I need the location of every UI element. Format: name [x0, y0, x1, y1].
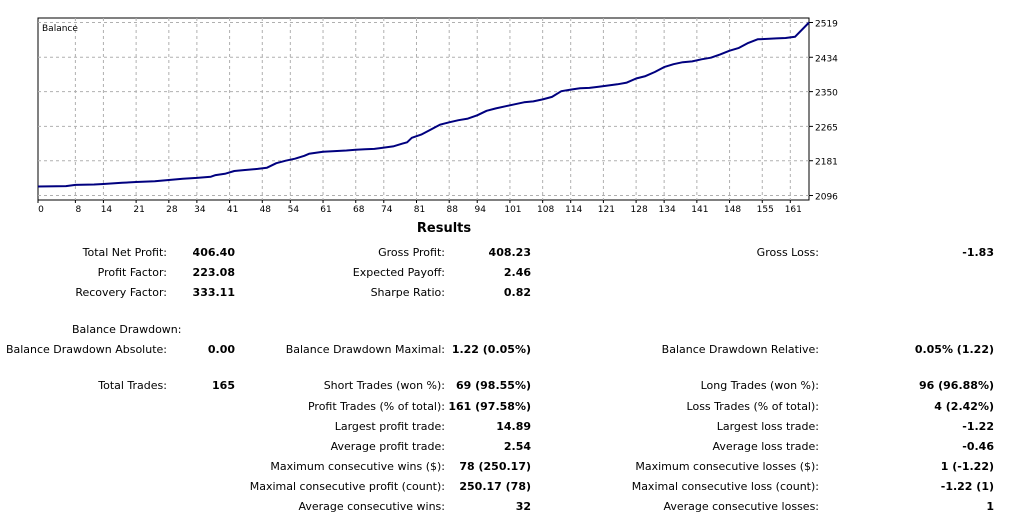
balance-drawdown-maximal-label: Balance Drawdown Maximal:: [285, 343, 445, 356]
expected-payoff-label: Expected Payoff:: [352, 266, 445, 279]
largest-profit-trade-value: 14.89: [496, 420, 531, 433]
balance-drawdown-relative-value: 0.05% (1.22): [914, 343, 994, 356]
x-tick-label: 88: [446, 205, 458, 215]
max-consecutive-wins-value: 78 (250.17): [459, 460, 531, 473]
balance-drawdown-absolute-label: Balance Drawdown Absolute:: [5, 343, 167, 356]
x-tick-label: 101: [504, 205, 521, 215]
x-tick-label: 48: [260, 205, 272, 215]
max-consecutive-losses-value: 1 (-1.22): [940, 460, 994, 473]
maximal-consecutive-loss-value: -1.22 (1): [940, 480, 994, 493]
maximal-consecutive-profit-label: Maximal consecutive profit (count):: [249, 480, 445, 493]
results-title: Results: [416, 221, 472, 236]
long-trades-label: Long Trades (won %):: [700, 379, 819, 392]
average-consecutive-wins-label: Average consecutive wins:: [298, 500, 445, 513]
x-tick-label: 155: [757, 205, 774, 215]
series-group: [37, 21, 810, 188]
profit-factor-label: Profit Factor:: [97, 266, 167, 279]
x-tick-label: 108: [537, 205, 554, 215]
gross-loss-value: -1.83: [962, 246, 994, 259]
x-tick-label: 34: [194, 205, 206, 215]
x-tick-label: 114: [565, 205, 582, 215]
profit-trades-value: 161 (97.58%): [448, 400, 531, 413]
x-tick-label: 81: [414, 205, 425, 215]
max-consecutive-wins-label: Maximum consecutive wins ($):: [270, 460, 445, 473]
total-net-profit-value: 406.40: [192, 246, 235, 259]
balance-drawdown-maximal-value: 1.22 (0.05%): [451, 343, 531, 356]
x-tick-label: 128: [631, 205, 648, 215]
gross-profit-label: Gross Profit:: [378, 246, 445, 259]
average-profit-trade-label: Average profit trade:: [330, 440, 445, 453]
y-tick-label: 2350: [815, 89, 838, 99]
x-axis-ticks: 0 8 14 21 28 34 41 48 54 61 68 74 81 88 94 101 108 114 121…: [37, 200, 802, 215]
x-tick-label: 74: [381, 205, 393, 215]
balance-chart: Balance 0 8 14 21 28 34 41 48 54 61 68 74 81 88 94 101 1…: [37, 17, 838, 215]
loss-trades-label: Loss Trades (% of total):: [686, 400, 819, 413]
largest-profit-trade-label: Largest profit trade:: [334, 420, 445, 433]
x-tick-label: 54: [288, 205, 300, 215]
profit-factor-value: 223.08: [192, 266, 235, 279]
chart-title: Balance: [42, 24, 78, 34]
x-tick-label: 21: [133, 205, 144, 215]
total-trades-label: Total Trades:: [98, 379, 167, 392]
gross-profit-value: 408.23: [488, 246, 531, 259]
average-profit-trade-value: 2.54: [503, 440, 531, 453]
x-tick-label: 8: [76, 205, 82, 215]
balance-line: [37, 21, 810, 188]
y-tick-label: 2519: [815, 19, 838, 29]
maximal-consecutive-profit-value: 250.17 (78): [459, 480, 531, 493]
x-tick-label: 0: [38, 205, 44, 215]
grid-lines: [38, 18, 809, 200]
gross-loss-label: Gross Loss:: [756, 246, 819, 259]
largest-loss-trade-label: Largest loss trade:: [716, 420, 819, 433]
sharpe-ratio-value: 0.82: [503, 286, 531, 299]
y-tick-label: 2181: [815, 158, 838, 168]
y-axis-ticks: 2096 2181 2265 2350 2434 2519: [809, 19, 838, 203]
profit-trades-label: Profit Trades (% of total):: [307, 400, 445, 413]
total-net-profit-label: Total Net Profit:: [82, 246, 167, 259]
balance-drawdown-relative-label: Balance Drawdown Relative:: [661, 343, 819, 356]
average-loss-trade-value: -0.46: [962, 440, 994, 453]
largest-loss-trade-value: -1.22: [962, 420, 994, 433]
plot-area: [37, 17, 810, 201]
x-tick-label: 148: [724, 205, 741, 215]
x-tick-label: 41: [227, 205, 238, 215]
sharpe-ratio-label: Sharpe Ratio:: [370, 286, 445, 299]
maximal-consecutive-loss-label: Maximal consecutive loss (count):: [631, 480, 819, 493]
average-consecutive-wins-value: 32: [515, 500, 531, 513]
short-trades-label: Short Trades (won %):: [323, 379, 445, 392]
x-tick-label: 68: [353, 205, 365, 215]
expected-payoff-value: 2.46: [503, 266, 531, 279]
recovery-factor-label: Recovery Factor:: [75, 286, 167, 299]
y-tick-label: 2096: [815, 193, 838, 203]
balance-drawdown-absolute-value: 0.00: [207, 343, 235, 356]
x-tick-label: 94: [475, 205, 487, 215]
y-tick-label: 2265: [815, 123, 838, 133]
average-consecutive-losses-value: 1: [986, 500, 994, 513]
x-tick-label: 161: [785, 205, 802, 215]
x-tick-label: 28: [166, 205, 178, 215]
x-tick-label: 61: [320, 205, 331, 215]
long-trades-value: 96 (96.88%): [918, 379, 994, 392]
x-tick-label: 134: [659, 205, 676, 215]
x-tick-label: 141: [691, 205, 708, 215]
average-loss-trade-label: Average loss trade:: [712, 440, 819, 453]
x-tick-label: 14: [101, 205, 113, 215]
max-consecutive-losses-label: Maximum consecutive losses ($):: [635, 460, 819, 473]
short-trades-value: 69 (98.55%): [455, 379, 531, 392]
total-trades-value: 165: [212, 379, 235, 392]
average-consecutive-losses-label: Average consecutive losses:: [663, 500, 819, 513]
x-tick-label: 121: [598, 205, 615, 215]
y-tick-label: 2434: [815, 54, 838, 64]
recovery-factor-value: 333.11: [192, 286, 235, 299]
loss-trades-value: 4 (2.42%): [934, 400, 994, 413]
balance-drawdown-heading: Balance Drawdown:: [72, 323, 182, 336]
